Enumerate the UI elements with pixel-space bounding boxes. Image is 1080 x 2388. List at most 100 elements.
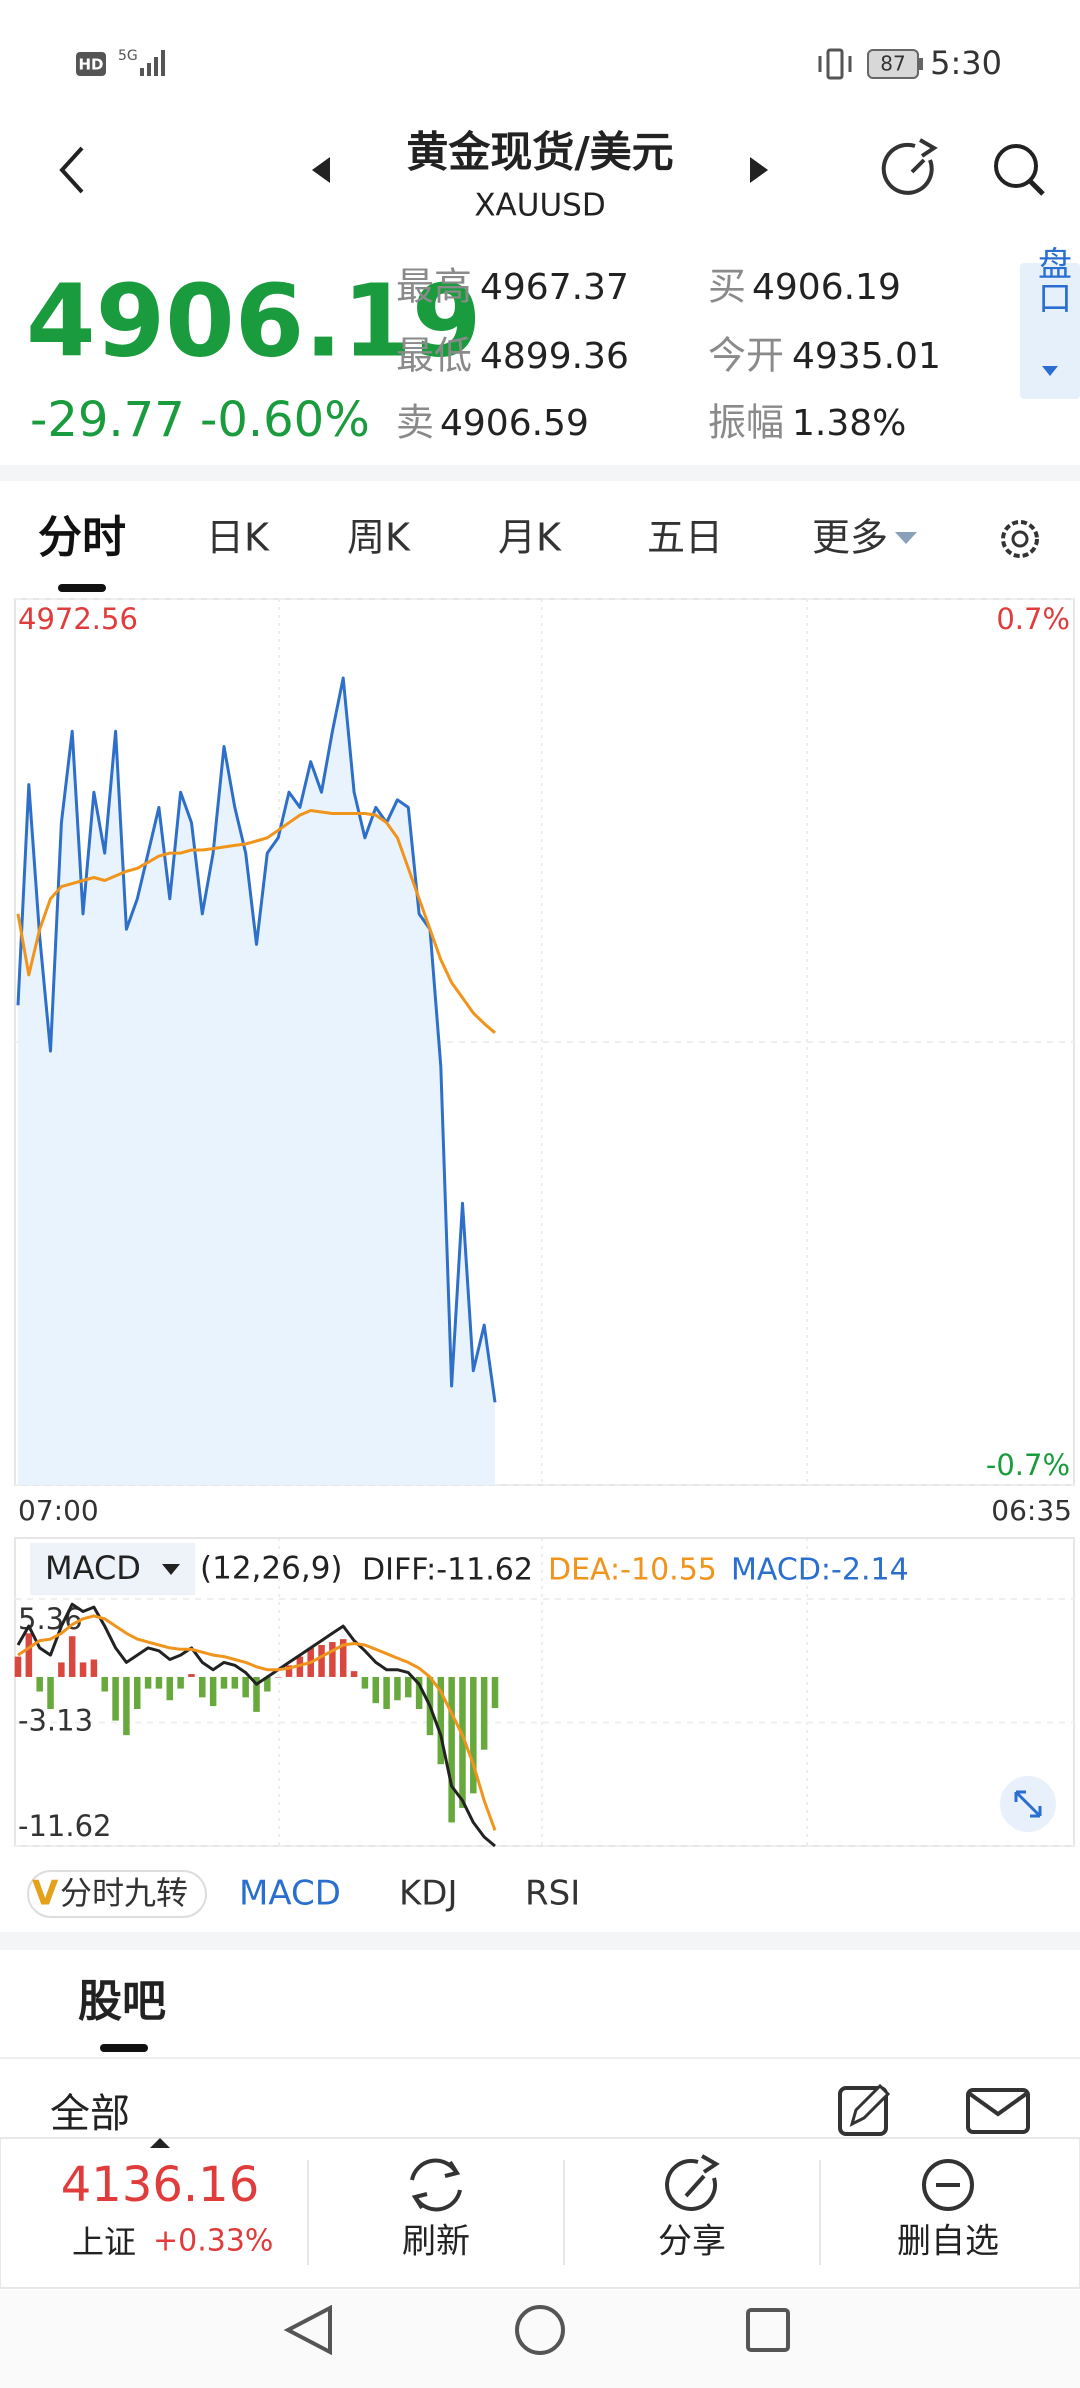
macd-bar <box>285 1665 293 1677</box>
macd-readout: MACD:-2.14 <box>731 1553 909 1588</box>
panel-button[interactable] <box>1020 263 1080 399</box>
stat-label: 振幅 <box>708 401 784 445</box>
macd-bar <box>68 1636 76 1677</box>
macd-line <box>17 1614 497 1831</box>
macd-bar <box>242 1676 249 1698</box>
y-tick-label: 0.7% <box>996 602 1070 636</box>
edit-pen <box>849 2083 891 2127</box>
stat-value: 4906.59 <box>440 403 589 444</box>
refresh-icon <box>410 2158 462 2212</box>
macd-bar <box>437 1676 445 1765</box>
action-label[interactable]: 分享 <box>658 2222 726 2262</box>
macd-bar <box>231 1676 239 1689</box>
stat-value: 4899.36 <box>480 336 629 377</box>
x-tick-label: 06:35 <box>991 1494 1072 1527</box>
tab[interactable]: 月K <box>498 516 562 560</box>
forum-filter: 全部 <box>50 2091 130 2137</box>
tab[interactable]: 更多 <box>812 516 888 560</box>
action-label[interactable]: 刷新 <box>402 2222 470 2262</box>
macd-bar <box>101 1676 108 1692</box>
indicator-tab[interactable]: 分时九转 <box>60 1874 188 1912</box>
macd-bar <box>405 1676 412 1698</box>
next-button[interactable] <box>750 157 768 183</box>
settings-button[interactable] <box>1001 520 1039 558</box>
divider <box>0 465 1080 481</box>
mail-flap <box>968 2092 1028 2117</box>
indicator-tab[interactable]: MACD <box>239 1874 341 1914</box>
macd-bar <box>25 1633 33 1677</box>
indicator-tab[interactable]: KDJ <box>399 1874 458 1914</box>
panel-button-text: 盘口 <box>1032 246 1072 314</box>
nav-recent[interactable] <box>746 2308 790 2352</box>
clock: 5:30 <box>930 44 1002 82</box>
stat-label: 最低 <box>396 334 472 378</box>
refresh-arc <box>881 142 934 195</box>
remove-icon <box>922 2159 974 2211</box>
nav-home[interactable] <box>515 2305 565 2355</box>
search-handle <box>1028 179 1045 196</box>
macd-bar <box>155 1676 163 1689</box>
macd-bar <box>480 1676 488 1750</box>
battery-tip <box>919 58 923 70</box>
macd-bar <box>199 1676 206 1698</box>
tab[interactable]: 日K <box>206 516 270 560</box>
search-button[interactable] <box>994 144 1045 196</box>
macd-bar <box>339 1639 347 1677</box>
stat-value: 1.38% <box>792 403 906 444</box>
macd-bar <box>383 1676 390 1709</box>
stat-value: 4935.01 <box>792 336 941 377</box>
stat-value: 4906.19 <box>752 267 901 308</box>
macd-bar <box>112 1676 119 1721</box>
macd-bar <box>470 1676 477 1794</box>
indicator-tab[interactable]: RSI <box>525 1874 580 1914</box>
stat-label: 卖 <box>396 401 434 445</box>
jiuzhuan-pill[interactable] <box>27 1870 207 1918</box>
edit-box <box>838 2086 888 2136</box>
index-value[interactable]: 4136.16 <box>61 2157 260 2213</box>
macd-bar <box>264 1676 271 1692</box>
hd-badge <box>76 52 106 76</box>
symbol: XAUUSD <box>474 188 605 224</box>
change: -29.77 <box>30 392 185 448</box>
tab[interactable]: 周K <box>347 516 411 560</box>
index-change: +0.33% <box>153 2224 273 2259</box>
refresh-hand <box>910 158 926 174</box>
tab[interactable]: 分时 <box>38 512 126 563</box>
macd-bar <box>177 1676 184 1689</box>
forum-indicator <box>100 2044 148 2052</box>
y-tick-label: -3.13 <box>18 1704 93 1738</box>
macd-bar <box>459 1676 466 1808</box>
bottom-dividers <box>307 2160 821 2265</box>
back-button[interactable] <box>59 146 84 194</box>
post-button[interactable] <box>838 2083 891 2136</box>
action-label[interactable]: 删自选 <box>897 2222 999 2262</box>
expand-icon <box>1014 1790 1042 1818</box>
macd-bar <box>47 1676 54 1709</box>
refresh-arrow <box>919 138 938 158</box>
macd-bar <box>318 1644 325 1677</box>
macd-bar <box>491 1676 499 1709</box>
title: 黄金现货/美元 <box>406 128 673 177</box>
prev-button[interactable] <box>312 157 330 183</box>
badge: V <box>32 1874 59 1914</box>
indicator-tabs: 分时九转 MACD KDJ RSI <box>60 1874 580 1914</box>
price-area <box>18 678 495 1485</box>
tab[interactable]: 五日 <box>647 516 723 560</box>
macd-readout: DIFF:-11.62 <box>362 1553 533 1588</box>
gear-outer <box>1001 520 1039 558</box>
refresh-button[interactable] <box>881 138 938 195</box>
macd-bar <box>58 1662 65 1677</box>
macd-bar <box>188 1674 195 1677</box>
nav-back[interactable] <box>283 2304 332 2356</box>
y-tick-label: -11.62 <box>18 1809 112 1843</box>
actions: 刷新 分享 删自选 <box>402 2222 999 2262</box>
last-price: 4906.19 <box>26 262 481 379</box>
macd-bar <box>166 1676 174 1701</box>
message-button[interactable] <box>966 2088 1030 2134</box>
macd-params: (12,26,9) <box>200 1551 343 1587</box>
stat-label: 今开 <box>708 334 784 378</box>
macd-bar <box>36 1676 43 1692</box>
vibrate-icon <box>818 48 852 80</box>
